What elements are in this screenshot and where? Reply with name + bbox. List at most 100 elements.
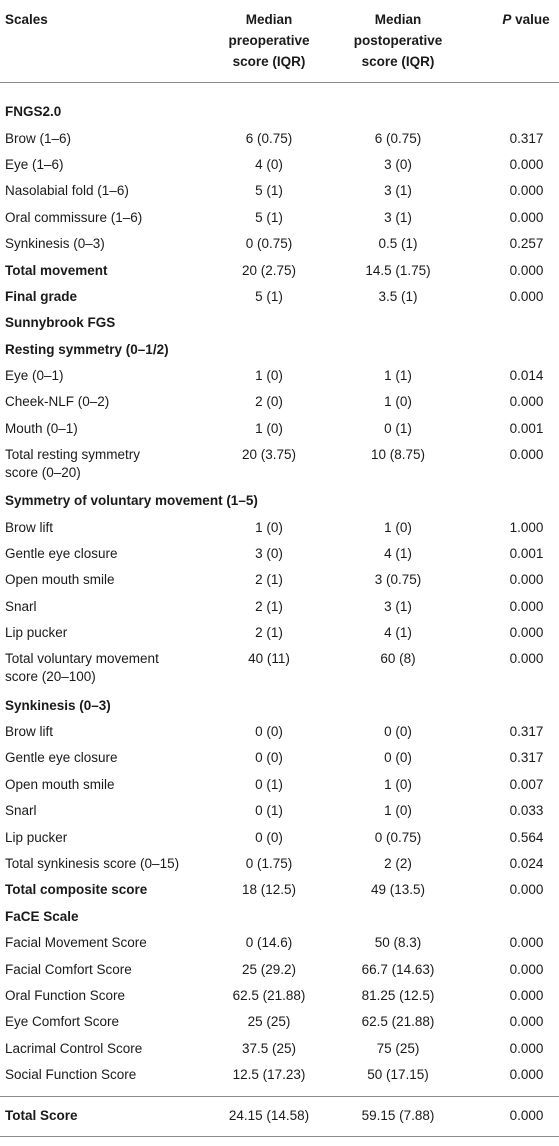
section-title: Sunnybrook FGS xyxy=(5,315,116,331)
scale-name: Eye (0–1) xyxy=(5,368,64,384)
p-value: 0.007 xyxy=(509,776,544,792)
total-score-row: Total Score 24.15 (14.58) 59.15 (7.88) 0.00… xyxy=(0,1096,559,1137)
table-row: Gentle eye closure 3 (0) 4 (1) 0.001 xyxy=(0,541,559,567)
scale-name: Synkinesis (0–3) xyxy=(5,236,105,252)
preoperative-score: 5 (1) xyxy=(255,209,283,225)
p-value: 0.000 xyxy=(509,1040,544,1056)
table-row: Lip pucker 0 (0) 0 (0.75) 0.564 xyxy=(0,824,559,850)
table-row: Brow lift 0 (0) 0 (0) 0.317 xyxy=(0,719,559,745)
table-row: Brow (1–6) 6 (0.75) 6 (0.75) 0.317 xyxy=(0,125,559,151)
p-value: 0.000 xyxy=(509,1014,544,1030)
preoperative-score: 20 (2.75) xyxy=(241,262,297,278)
preoperative-score: 0 (1) xyxy=(255,803,283,819)
scale-name: Total synkinesis score (0–15) xyxy=(5,855,180,871)
table-row: Facial Comfort Score 25 (29.2) 66.7 (14.63… xyxy=(0,956,559,982)
section-title: FNGS2.0 xyxy=(5,104,62,120)
table-row: Total composite score 18 (12.5) 49 (13.5) 0… xyxy=(0,877,559,903)
preoperative-score: 25 (29.2) xyxy=(241,961,297,977)
spacer-row xyxy=(0,82,559,99)
table-row: Open mouth smile 2 (1) 3 (0.75) 0.000 xyxy=(0,567,559,593)
section-header-row: Sunnybrook FGS xyxy=(0,310,559,336)
scale-name: Eye Comfort Score xyxy=(5,1014,120,1030)
scale-name: Lip pucker xyxy=(5,625,68,641)
table-row: Eye Comfort Score 25 (25) 62.5 (21.88) 0.00… xyxy=(0,1009,559,1035)
scale-name: Cheek-NLF (0–2) xyxy=(5,394,110,410)
preoperative-score: 18 (12.5) xyxy=(241,882,297,898)
preoperative-score: 0 (0.75) xyxy=(245,236,293,252)
scale-name: Gentle eye closure xyxy=(5,750,118,766)
scale-name: Total composite score xyxy=(5,882,148,898)
preoperative-score: 2 (0) xyxy=(255,394,283,410)
postoperative-score: 0 (0) xyxy=(384,750,412,766)
p-value: 0.000 xyxy=(509,651,544,667)
scale-name: Total Score xyxy=(5,1108,78,1124)
p-value: 0.000 xyxy=(509,572,544,588)
p-value: 0.000 xyxy=(509,935,544,951)
spacer-cell xyxy=(0,1088,559,1096)
table-body: FNGS2.0 Brow (1–6) 6 (0.75) 6 (0.75) 0.317 Ey… xyxy=(0,82,559,1137)
table-row: Lip pucker 2 (1) 4 (1) 0.000 xyxy=(0,620,559,646)
section-title: FaCE Scale xyxy=(5,908,79,924)
p-value: 0.000 xyxy=(509,598,544,614)
postoperative-score: 81.25 (12.5) xyxy=(361,987,435,1003)
postoperative-score: 0 (0.75) xyxy=(374,829,422,845)
postoperative-score: 4 (1) xyxy=(384,625,412,641)
section-header-row: Resting symmetry (0–1/2) xyxy=(0,337,559,363)
postoperative-score: 3 (1) xyxy=(384,598,412,614)
table-row: Total voluntary movement score (20–100) 40… xyxy=(0,646,559,692)
postoperative-score: 2 (2) xyxy=(384,855,412,871)
postoperative-score: 60 (8) xyxy=(380,651,416,667)
p-value: 0.001 xyxy=(509,420,544,436)
table-row: Cheek-NLF (0–2) 2 (0) 1 (0) 0.000 xyxy=(0,389,559,415)
p-value: 1.000 xyxy=(509,519,544,535)
postoperative-score: 1 (0) xyxy=(384,803,412,819)
scale-name: Snarl xyxy=(5,598,37,614)
header-row: Scales Median preoperative score (IQR) M… xyxy=(0,0,559,83)
scale-name: Brow (1–6) xyxy=(5,130,72,146)
postoperative-score: 1 (1) xyxy=(384,368,412,384)
p-value: 0.001 xyxy=(509,546,544,562)
section-title: Resting symmetry (0–1/2) xyxy=(5,341,169,357)
postoperative-score: 62.5 (21.88) xyxy=(361,1014,435,1030)
table-row: Oral commissure (1–6) 5 (1) 3 (1) 0.000 xyxy=(0,205,559,231)
p-value: 0.000 xyxy=(509,882,544,898)
p-value: 0.000 xyxy=(509,262,544,278)
scale-name: Lip pucker xyxy=(5,829,68,845)
preoperative-score: 12.5 (17.23) xyxy=(232,1067,306,1083)
table-row: Final grade 5 (1) 3.5 (1) 0.000 xyxy=(0,284,559,310)
postoperative-score: 4 (1) xyxy=(384,546,412,562)
postoperative-score: 3 (1) xyxy=(384,183,412,199)
p-value: 0.257 xyxy=(509,236,544,252)
scale-name: Final grade xyxy=(5,288,78,304)
p-value: 0.033 xyxy=(509,803,544,819)
section-title: Symmetry of voluntary movement (1–5) xyxy=(5,493,258,509)
preoperative-score: 0 (0) xyxy=(255,829,283,845)
spacer-row xyxy=(0,1088,559,1096)
header-post-line3: score (IQR) xyxy=(361,54,435,69)
postoperative-score: 59.15 (7.88) xyxy=(361,1108,435,1124)
table-row: Total movement 20 (2.75) 14.5 (1.75) 0.000 xyxy=(0,257,559,283)
preoperative-score: 1 (0) xyxy=(255,420,283,436)
postoperative-score: 49 (13.5) xyxy=(370,882,426,898)
header-p-italic: P xyxy=(502,12,512,27)
table-row: Gentle eye closure 0 (0) 0 (0) 0.317 xyxy=(0,745,559,771)
table-row: Total synkinesis score (0–15) 0 (1.75) 2 (… xyxy=(0,851,559,877)
p-value: 0.000 xyxy=(509,183,544,199)
preoperative-score: 5 (1) xyxy=(255,183,283,199)
table-row: Brow lift 1 (0) 1 (0) 1.000 xyxy=(0,514,559,540)
p-value: 0.000 xyxy=(509,394,544,410)
preoperative-score: 5 (1) xyxy=(255,288,283,304)
section-header-row: FNGS2.0 xyxy=(0,99,559,125)
header-postoperative: Median postoperative score (IQR) xyxy=(330,0,466,83)
scale-name: Oral Function Score xyxy=(5,987,126,1003)
preoperative-score: 2 (1) xyxy=(255,625,283,641)
postoperative-score: 10 (8.75) xyxy=(370,447,426,463)
spacer-cell xyxy=(0,82,559,99)
scale-name: Eye (1–6) xyxy=(5,156,64,172)
postoperative-score: 50 (17.15) xyxy=(367,1067,429,1083)
scale-name: Open mouth smile xyxy=(5,572,115,588)
preoperative-score: 62.5 (21.88) xyxy=(232,987,306,1003)
scale-name: Total resting symmetry score (0–20) xyxy=(0,442,208,488)
